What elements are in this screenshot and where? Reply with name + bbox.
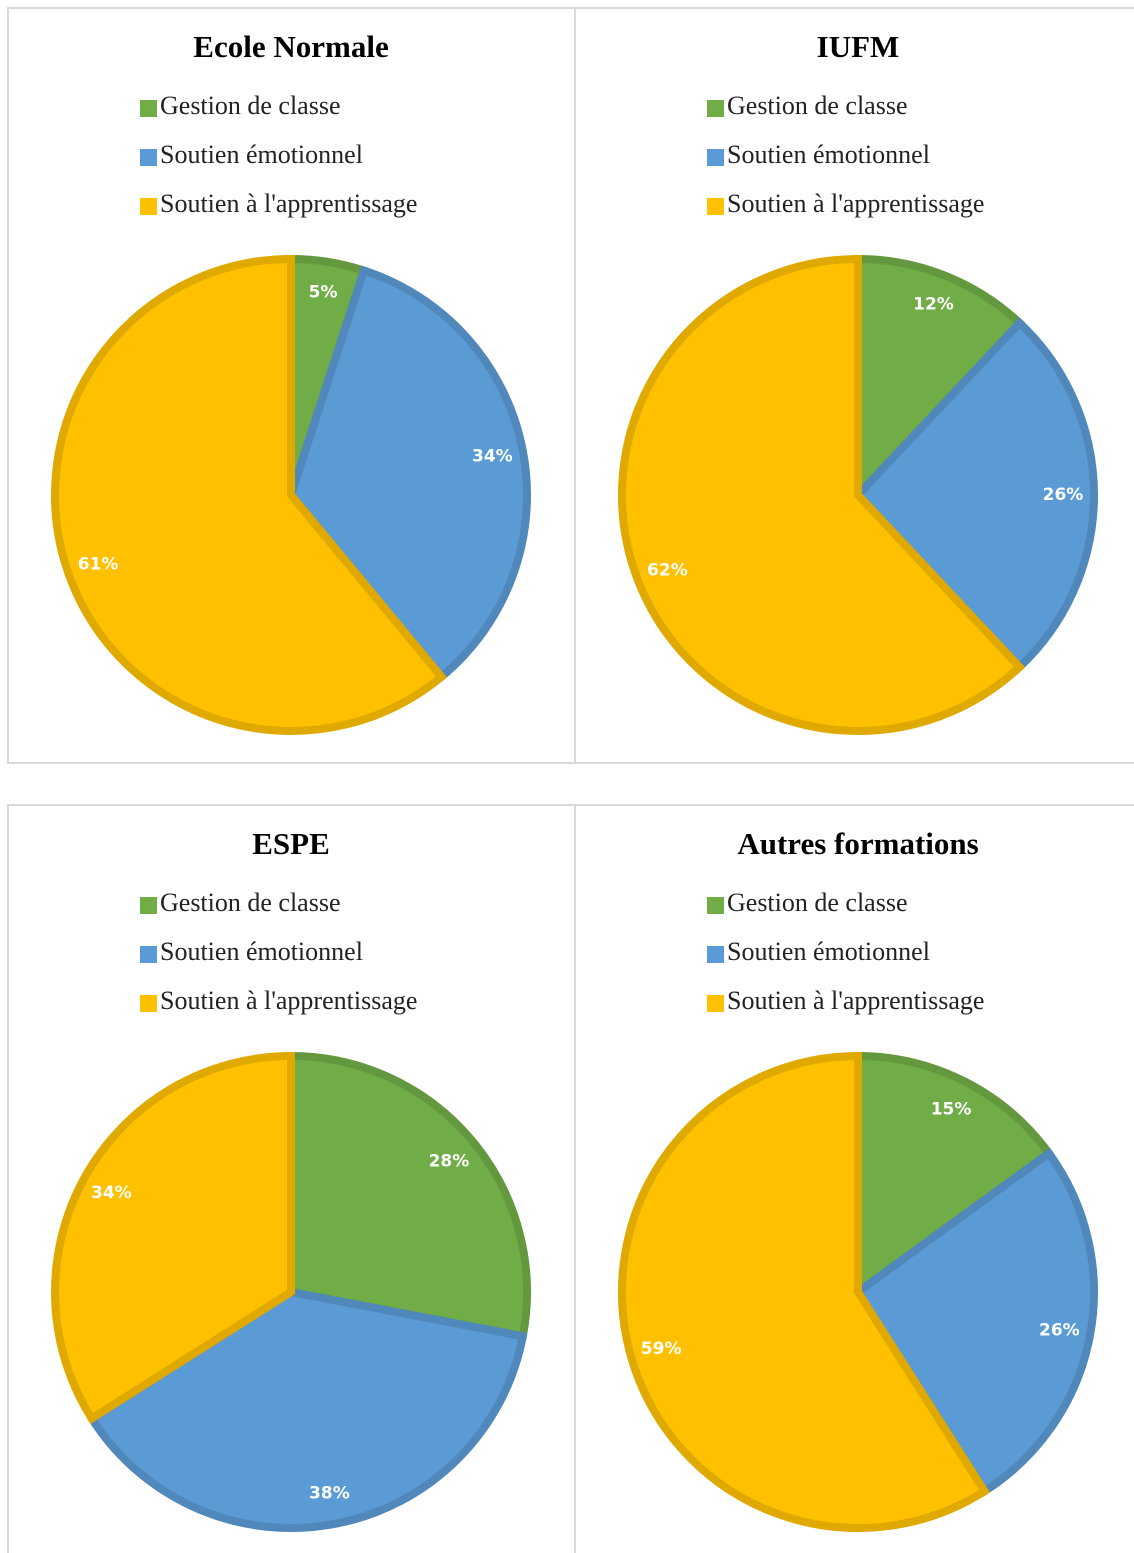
pie-slice — [617, 254, 1026, 735]
pie-slice — [286, 265, 531, 683]
legend-label: Soutien émotionnel — [727, 140, 930, 169]
pie-slice — [854, 1051, 1055, 1300]
panel-border — [574, 7, 1134, 764]
legend-swatch — [140, 995, 157, 1012]
legend-label: Gestion de classe — [727, 888, 908, 917]
data-label: 28% — [429, 1151, 470, 1171]
legend-swatch — [707, 897, 724, 914]
chart-title: IUFM — [817, 29, 900, 64]
chart-title: Ecole Normale — [193, 29, 388, 64]
pie-slice — [51, 254, 448, 735]
legend-label: Gestion de classe — [727, 91, 908, 120]
data-label: 26% — [1039, 1320, 1080, 1340]
pie-slice — [618, 1051, 990, 1532]
chart-title: ESPE — [252, 826, 330, 861]
legend-swatch — [140, 149, 157, 166]
legend-label: Soutien émotionnel — [727, 937, 930, 966]
data-label: 62% — [647, 560, 688, 580]
pie-slice — [51, 1051, 295, 1424]
pie-slice — [287, 1051, 531, 1341]
data-label: 5% — [309, 283, 338, 303]
data-label: 34% — [91, 1183, 132, 1203]
data-label: 61% — [78, 554, 119, 574]
legend-swatch — [707, 198, 724, 215]
pie-slice — [854, 254, 1026, 506]
legend-swatch — [140, 946, 157, 963]
legend-label: Soutien à l'apprentissage — [727, 986, 984, 1015]
legend-label: Soutien à l'apprentissage — [160, 986, 417, 1015]
legend-label: Soutien émotionnel — [160, 937, 363, 966]
data-label: 34% — [472, 447, 513, 467]
legend-label: Soutien à l'apprentissage — [160, 189, 417, 218]
pie-slice — [852, 1147, 1098, 1497]
panel-border — [574, 804, 1134, 1553]
pie-slice — [852, 317, 1098, 673]
legend-swatch — [140, 897, 157, 914]
data-label: 12% — [913, 294, 954, 314]
data-label: 59% — [641, 1339, 682, 1359]
chart-title: Autres formations — [737, 826, 978, 861]
legend-label: Soutien émotionnel — [160, 140, 363, 169]
legend-swatch — [707, 149, 724, 166]
legend-label: Gestion de classe — [160, 91, 341, 120]
legend-swatch — [707, 946, 724, 963]
data-label: 15% — [931, 1099, 972, 1119]
legend-swatch — [140, 100, 157, 117]
data-label: 26% — [1043, 485, 1084, 505]
legend-swatch — [707, 995, 724, 1012]
legend-swatch — [707, 100, 724, 117]
legend-swatch — [140, 198, 157, 215]
data-label: 38% — [309, 1483, 350, 1503]
legend-label: Soutien à l'apprentissage — [727, 189, 984, 218]
legend-label: Gestion de classe — [160, 888, 341, 917]
